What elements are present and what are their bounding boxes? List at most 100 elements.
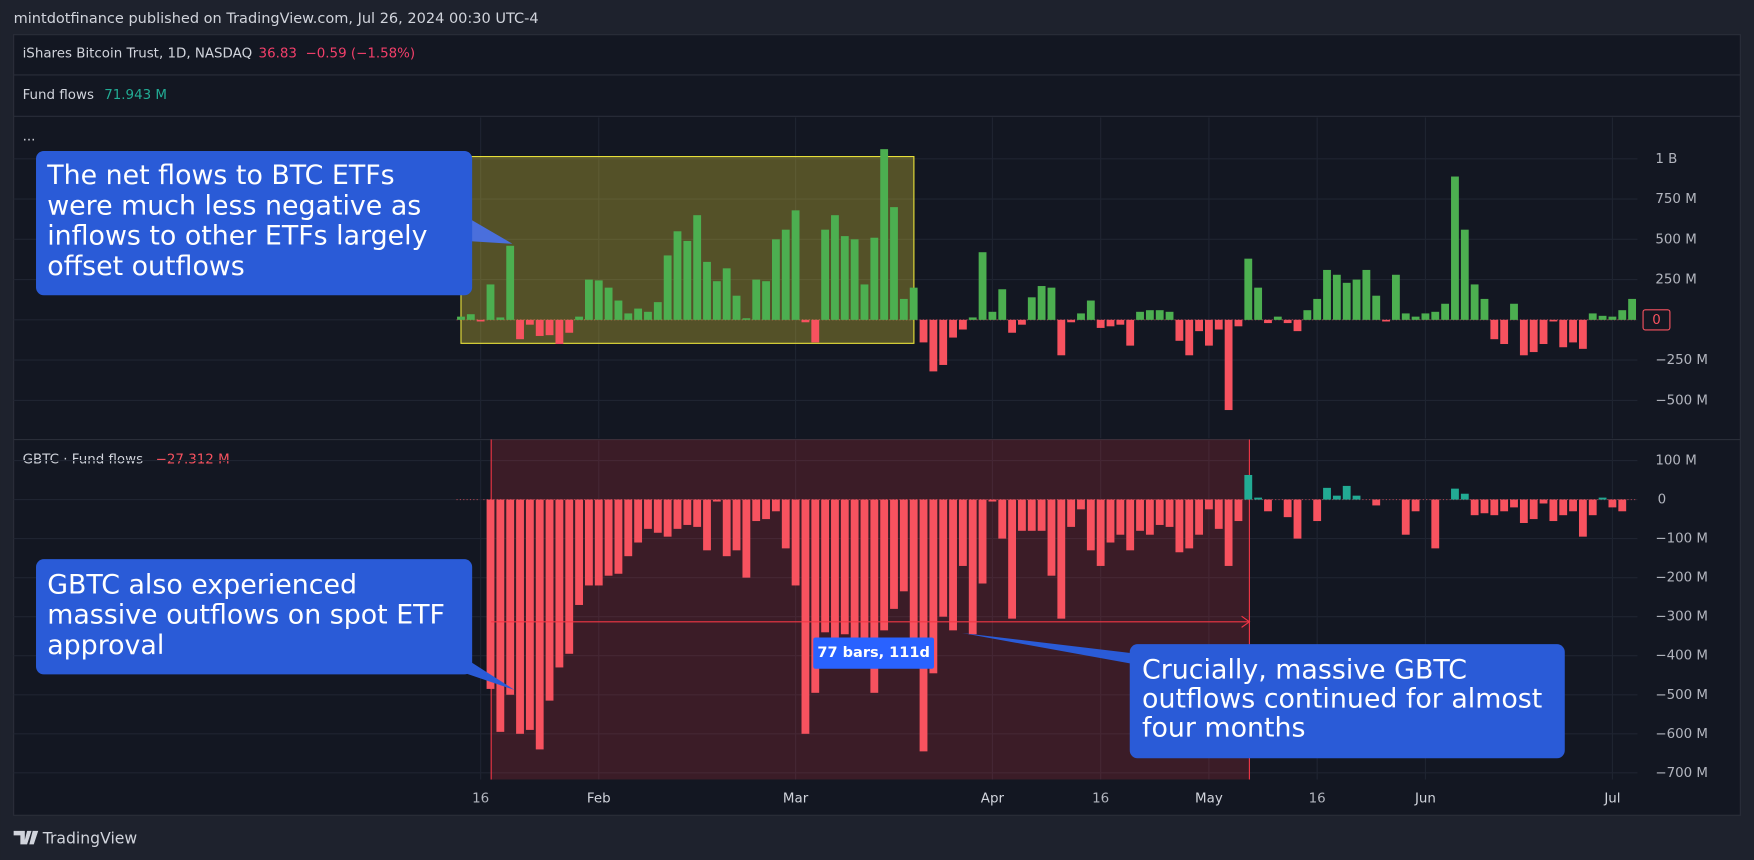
- bar: [1372, 499, 1381, 506]
- bar: [1185, 319, 1194, 356]
- change: −0.59 (−1.58%): [306, 47, 416, 62]
- bar: [1027, 499, 1036, 531]
- bar: [1549, 499, 1558, 522]
- bar: [1362, 269, 1371, 320]
- bar: [840, 236, 849, 320]
- bar: [683, 240, 692, 320]
- bar: [1283, 499, 1292, 518]
- bar: [1008, 499, 1017, 619]
- bar: [831, 215, 839, 320]
- bar: [821, 499, 830, 633]
- bar: [703, 499, 711, 551]
- bar: [555, 499, 564, 668]
- bar: [1411, 316, 1420, 320]
- bar: [585, 279, 593, 320]
- bar: [683, 499, 692, 525]
- bar: [486, 499, 495, 689]
- bar: [644, 499, 652, 529]
- bar: [1618, 310, 1627, 320]
- bar: [1086, 499, 1095, 551]
- bar: [909, 287, 918, 320]
- callout-text: were much less negative as: [47, 190, 421, 221]
- bar: [1116, 319, 1125, 325]
- bar: [1106, 319, 1115, 327]
- bar: [1145, 499, 1154, 535]
- bar: [1411, 499, 1420, 512]
- measure-label-box: [813, 637, 935, 669]
- callout-box: [36, 150, 473, 296]
- bar: [1057, 499, 1066, 619]
- bar: [752, 279, 761, 320]
- bar: [752, 499, 761, 522]
- bar: [1175, 499, 1184, 553]
- bar: [850, 499, 859, 646]
- bar: [634, 308, 643, 320]
- bar: [988, 499, 997, 502]
- bar: [1165, 499, 1174, 527]
- bar: [1136, 311, 1144, 320]
- bar: [949, 319, 957, 338]
- bar: [880, 499, 889, 631]
- bar: [1313, 499, 1322, 522]
- bar: [604, 287, 613, 320]
- bar: [1313, 298, 1322, 320]
- bar: [1480, 499, 1489, 514]
- callout-text: inflows to other ETFs largely: [47, 221, 427, 252]
- bar: [1342, 282, 1351, 320]
- bar: [1608, 499, 1617, 508]
- bar: [1372, 295, 1381, 320]
- bar: [1116, 499, 1125, 535]
- x-tick-label: May: [1195, 791, 1223, 806]
- x-tick-label: Mar: [783, 791, 809, 806]
- bar: [1352, 495, 1361, 500]
- bar: [466, 314, 475, 320]
- bar: [722, 268, 731, 320]
- indicator-title: Fund flows: [23, 88, 94, 103]
- bar: [545, 319, 554, 336]
- bar: [1273, 316, 1282, 320]
- y-tick-label: −300 M: [1655, 610, 1708, 625]
- bar: [890, 499, 898, 609]
- symbol: iShares Bitcoin Trust, 1D, NASDAQ: [23, 47, 253, 62]
- bar: [1382, 319, 1390, 322]
- y-tick-label: −250 M: [1655, 353, 1708, 368]
- bar: [1510, 303, 1518, 320]
- bar: [1244, 474, 1253, 500]
- bar: [1588, 313, 1597, 320]
- bar: [486, 284, 495, 320]
- y-tick-label: 500 M: [1655, 232, 1696, 247]
- callout-text: massive outflows on spot ETF: [47, 600, 445, 631]
- publisher: mintdotfinance published on TradingView.…: [14, 11, 539, 27]
- y-tick-label: −600 M: [1655, 727, 1708, 742]
- bar: [1264, 499, 1272, 512]
- callout-text: approval: [47, 630, 164, 661]
- bar: [506, 499, 515, 695]
- bar: [1126, 319, 1135, 346]
- bar: [1323, 269, 1331, 320]
- bar: [1234, 499, 1243, 522]
- bar: [1598, 315, 1607, 320]
- y-tick-label: −200 M: [1655, 571, 1708, 586]
- y-tick-label: −400 M: [1655, 649, 1708, 664]
- bar: [860, 499, 869, 646]
- bar: [821, 229, 830, 320]
- more-button[interactable]: ...: [23, 129, 36, 144]
- bar: [1077, 499, 1085, 510]
- value-marker: [1642, 309, 1671, 331]
- bar: [1205, 319, 1213, 346]
- bar: [653, 302, 662, 320]
- bar: [840, 499, 849, 635]
- bar: [1460, 229, 1469, 320]
- bar: [939, 499, 948, 617]
- bar: [624, 313, 633, 320]
- callout-pointer: [961, 632, 1141, 666]
- x-tick-label: Jun: [1414, 791, 1436, 806]
- bar: [1067, 499, 1076, 527]
- bar: [968, 499, 977, 635]
- bar: [1136, 499, 1144, 531]
- bar: [1588, 499, 1597, 516]
- bar: [1549, 319, 1558, 322]
- bar: [476, 319, 485, 322]
- brand-name: TradingView: [42, 828, 138, 847]
- bar: [1500, 319, 1509, 345]
